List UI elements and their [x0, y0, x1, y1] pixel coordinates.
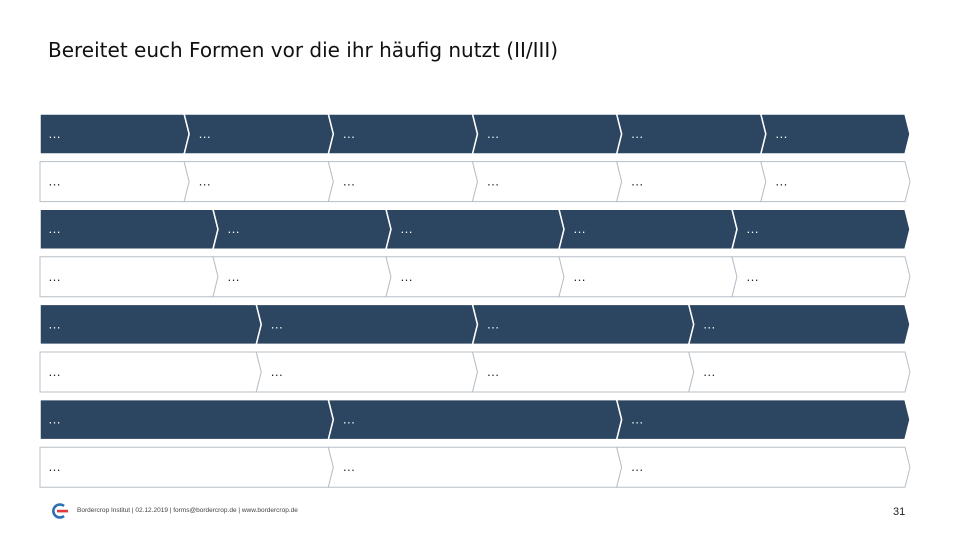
chevron-label: …	[48, 459, 61, 474]
process-row: … … … …	[39, 303, 911, 346]
chevron-label: …	[270, 364, 283, 379]
chevron-segment	[615, 398, 911, 441]
footer-text: Bordercrop Institut | 02.12.2019 | forms…	[77, 507, 298, 514]
chevron-label: …	[342, 459, 355, 474]
chevron-segment	[688, 351, 911, 393]
chevron-label: …	[573, 221, 586, 236]
chevron-segment	[39, 161, 190, 203]
chevron-label: …	[270, 316, 283, 331]
chevron-label: …	[48, 221, 61, 236]
chevron-label: …	[573, 269, 586, 284]
chevron-label: …	[631, 126, 644, 141]
chevron-segment	[760, 161, 911, 203]
chevron-segment	[616, 446, 911, 488]
chevron-label: …	[703, 316, 716, 331]
chevron-segment	[255, 303, 479, 346]
process-row: … … … …	[39, 351, 911, 393]
chevron-segment	[471, 303, 695, 346]
process-row: … … … … …	[39, 208, 911, 250]
chevron-label: …	[48, 174, 61, 189]
chevron-label: …	[487, 316, 500, 331]
chevron-label: …	[631, 459, 644, 474]
chevron-segment	[327, 398, 623, 441]
chevron-label: …	[48, 269, 61, 284]
chevron-label: …	[48, 126, 61, 141]
chevron-label: …	[227, 269, 240, 284]
chevron-label: …	[487, 126, 500, 141]
chevron-label: …	[48, 364, 61, 379]
chevron-segment	[471, 351, 695, 393]
chevron-label: …	[775, 174, 788, 189]
company-logo-icon	[52, 503, 68, 519]
chevron-segment	[39, 113, 190, 155]
slide-title: Bereitet euch Formen vor die ihr häufig …	[48, 38, 559, 62]
chevron-label: …	[746, 221, 759, 236]
chevron-segment	[39, 256, 219, 298]
chevron-label: …	[342, 412, 355, 427]
process-row: … … …	[39, 446, 911, 488]
chevron-label: …	[342, 126, 355, 141]
chevron-segment	[327, 446, 623, 488]
chevron-label: …	[775, 126, 788, 141]
chevron-label: …	[198, 126, 211, 141]
chevron-label: …	[227, 221, 240, 236]
chevron-segment	[759, 113, 911, 155]
chevron-segment	[39, 446, 334, 488]
page-number: 31	[893, 506, 906, 518]
chevron-label: …	[631, 174, 644, 189]
chevron-segment	[731, 208, 911, 250]
chevron-segment	[39, 303, 263, 346]
chevron-label: …	[631, 412, 644, 427]
chevron-label: …	[487, 364, 500, 379]
process-row: … … … … …	[39, 256, 911, 298]
chevron-label: …	[48, 316, 61, 331]
chevron-label: …	[342, 174, 355, 189]
process-row: … … … … … …	[39, 161, 911, 203]
process-row: … … …	[39, 398, 911, 441]
chevron-segment	[731, 256, 911, 298]
chevron-segment	[39, 351, 262, 393]
chevron-label: …	[746, 269, 759, 284]
chevron-label: …	[400, 269, 413, 284]
chevron-label: …	[487, 174, 500, 189]
chevron-segment	[39, 398, 335, 441]
chevron-label: …	[400, 221, 413, 236]
chevron-segment	[39, 208, 219, 250]
process-row: … … … … … …	[39, 113, 911, 155]
chevron-label: …	[48, 412, 61, 427]
chevron-segment	[255, 351, 479, 393]
chevron-label: …	[703, 364, 716, 379]
chevron-label: …	[198, 174, 211, 189]
chevron-segment	[687, 303, 911, 346]
